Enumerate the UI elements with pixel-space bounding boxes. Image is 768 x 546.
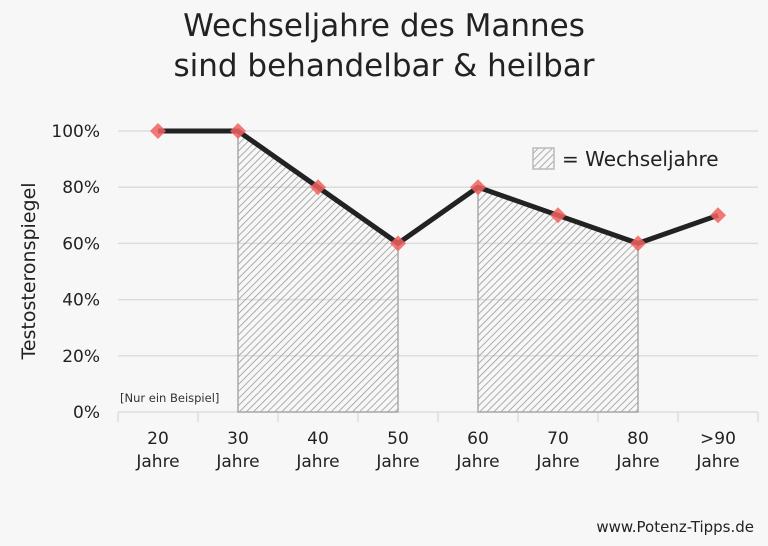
x-tick-label: 50 bbox=[387, 429, 409, 449]
legend-swatch bbox=[532, 147, 555, 170]
shaded-area-wechseljahre bbox=[237, 129, 399, 413]
legend-label: = Wechseljahre bbox=[562, 147, 719, 171]
y-tick-label: 20% bbox=[62, 347, 100, 367]
x-tick-label: Jahre bbox=[695, 452, 739, 472]
data-point bbox=[310, 179, 326, 196]
y-tick-label: 60% bbox=[62, 234, 100, 254]
y-tick-label: 100% bbox=[51, 122, 100, 142]
x-tick-label: Jahre bbox=[135, 452, 179, 472]
data-point bbox=[150, 123, 166, 139]
x-tick-label: 40 bbox=[307, 429, 329, 449]
x-tick-label: 70 bbox=[547, 429, 569, 449]
y-axis-label: Testosteronspiegel bbox=[18, 182, 40, 360]
x-tick-label: Jahre bbox=[455, 452, 499, 472]
data-point bbox=[470, 179, 486, 196]
annotation-note: [Nur ein Beispiel] bbox=[120, 391, 219, 405]
x-tick-label: 30 bbox=[227, 429, 249, 449]
x-tick-label: Jahre bbox=[535, 452, 579, 472]
source-credit: www.Potenz-Tipps.de bbox=[596, 518, 754, 536]
y-tick-label: 80% bbox=[62, 178, 100, 198]
x-tick-label: 60 bbox=[467, 429, 489, 449]
chart-title-line-2: sind behandelbar & heilbar bbox=[173, 48, 595, 84]
x-tick-label: 20 bbox=[147, 429, 169, 449]
data-point bbox=[710, 207, 726, 224]
data-point bbox=[630, 235, 646, 252]
data-point bbox=[550, 207, 566, 224]
x-tick-label: Jahre bbox=[615, 452, 659, 472]
data-point bbox=[230, 123, 246, 139]
x-tick-label: >90 bbox=[700, 429, 736, 449]
y-tick-label: 40% bbox=[62, 291, 100, 311]
series-line bbox=[158, 128, 719, 246]
x-tick-label: Jahre bbox=[215, 452, 259, 472]
chart-title-line-1: Wechseljahre des Mannes bbox=[183, 8, 585, 44]
x-tick-label: Jahre bbox=[295, 452, 339, 472]
x-tick-label: 80 bbox=[627, 429, 649, 449]
data-point bbox=[390, 235, 406, 252]
x-tick-label: Jahre bbox=[375, 452, 419, 472]
y-tick-label: 0% bbox=[73, 403, 100, 423]
